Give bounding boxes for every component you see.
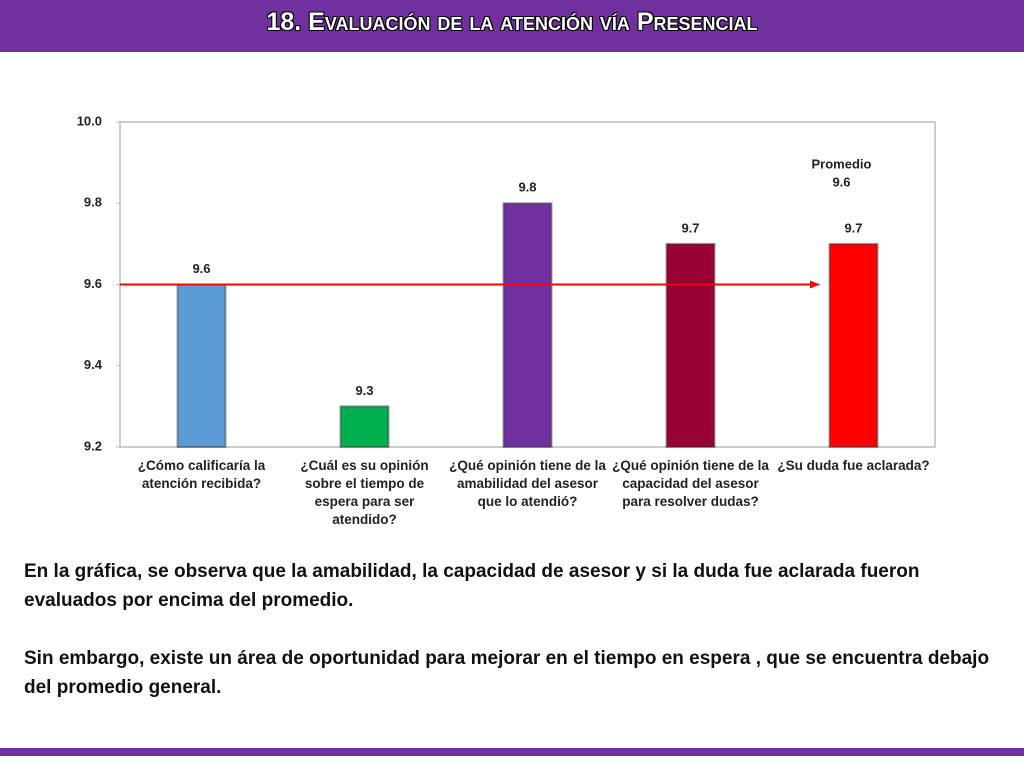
average-value: 9.6 <box>832 174 850 189</box>
slide-title: 18. Evaluación de la atención vía Presen… <box>266 8 758 36</box>
y-tick-label: 9.2 <box>84 438 102 453</box>
y-tick-label: 10.0 <box>77 113 102 128</box>
x-tick-label: ¿Qué opinión tiene de la amabilidad del … <box>449 458 606 509</box>
bar <box>502 202 553 448</box>
y-tick-label: 9.8 <box>84 195 102 210</box>
y-tick-label: 9.4 <box>84 357 103 372</box>
value-label: 9.7 <box>681 220 699 235</box>
value-label: 9.8 <box>518 180 536 195</box>
value-label: 9.3 <box>355 383 373 398</box>
paragraph: En la gráfica, se observa que la amabili… <box>24 561 920 611</box>
y-tick-label: 9.6 <box>84 276 102 291</box>
average-label: Promedio <box>812 156 872 171</box>
value-label: 9.6 <box>192 261 210 276</box>
header-bar <box>0 0 1024 52</box>
footer-bar <box>0 748 1024 756</box>
bar <box>339 405 390 448</box>
commentary: En la gráfica, se observa que la amabili… <box>24 557 1009 731</box>
x-tick-label: ¿Qué opinión tiene de la capacidad del a… <box>612 458 769 509</box>
x-tick-label: ¿Cuál es su opinión sobre el tiempo de e… <box>300 458 429 527</box>
x-tick-label: ¿Cómo calificaría la atención recibida? <box>137 458 266 491</box>
value-label: 9.7 <box>844 220 862 235</box>
paragraph: Sin embargo, existe un área de oportunid… <box>24 648 990 698</box>
bar <box>828 242 879 448</box>
bar <box>176 283 227 448</box>
bar <box>665 242 716 448</box>
x-tick-label: ¿Su duda fue aclarada? <box>777 458 930 473</box>
